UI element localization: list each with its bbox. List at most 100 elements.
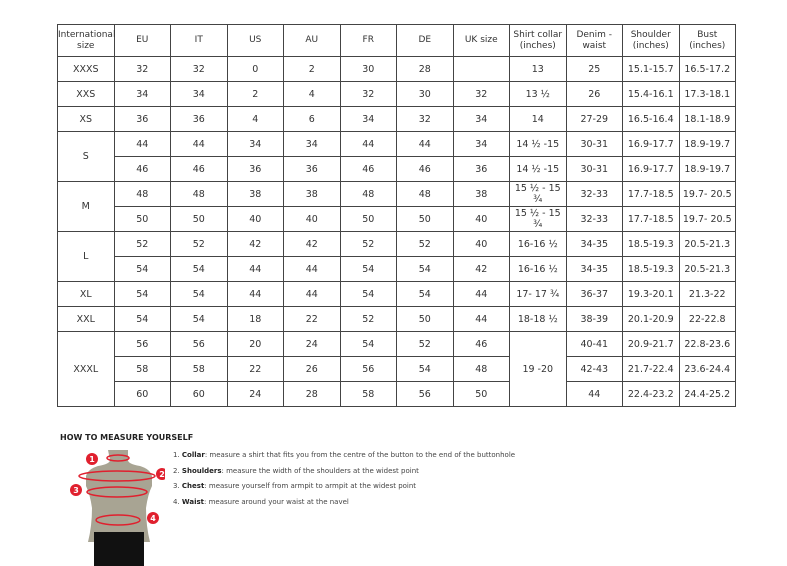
table-cell: 19.3-20.1 <box>622 281 680 307</box>
size-cell: XS <box>57 106 115 132</box>
shorts <box>94 532 144 566</box>
table-cell: 0 <box>226 56 284 82</box>
table-cell: 52 <box>396 331 454 357</box>
table-cell: 4 <box>283 81 341 107</box>
table-row: M 48 48 38 38 48 48 38 15 ½ - 15 ¾ 32-33 17.7-18.5… <box>57 181 736 232</box>
table-cell: 54 <box>396 281 454 307</box>
table-cell: 54 <box>396 356 454 382</box>
table-cell: 22-22.8 <box>678 306 736 332</box>
table-cell: 48 <box>396 181 454 207</box>
table-cell: 50 <box>170 206 228 232</box>
table-cell: 44 <box>452 306 510 332</box>
column-header: Shoulder (inches) <box>622 24 680 57</box>
table-cell <box>452 56 510 82</box>
table-cell: 30 <box>339 56 397 82</box>
table-cell: 18.9-19.7 <box>678 156 736 182</box>
table-row: 46 46 36 36 46 46 36 14 ½ -15 30-31 16.9-17.7 18.9… <box>58 156 736 182</box>
table-cell: 34 <box>283 131 341 157</box>
table-cell: 19 -20 <box>509 331 567 407</box>
table-cell: 18.9-19.7 <box>678 131 736 157</box>
measure-steps: 1. Collar: measure a shirt that fits you… <box>173 451 515 513</box>
table-cell: 38 <box>226 181 284 207</box>
table-cell: 52 <box>170 231 228 257</box>
table-cell: 42 <box>283 231 341 257</box>
table-cell: 21.3-22 <box>678 281 736 307</box>
table-cell: 44 <box>339 131 397 157</box>
table-cell: 48 <box>452 356 510 382</box>
table-cell: 38-39 <box>565 306 623 332</box>
size-cell: XXXS <box>57 56 115 82</box>
table-cell: 27-29 <box>565 106 623 132</box>
table-cell: 36 <box>283 156 341 182</box>
table-row: XXXL 56 56 20 24 54 52 46 19 -20 40-41 20.9-21.7 22… <box>57 331 736 407</box>
table-cell: 20.5-21.3 <box>678 231 736 257</box>
size-cell: M <box>57 181 115 232</box>
table-cell: 28 <box>283 381 341 407</box>
table-cell: 21.7-22.4 <box>622 356 680 382</box>
table-cell: 34-35 <box>565 231 623 257</box>
table-cell: 48 <box>339 181 397 207</box>
table-cell: 19.7- 20.5 <box>678 206 736 232</box>
table-cell: 15.1-15.7 <box>622 56 680 82</box>
table-cell: 25 <box>565 56 623 82</box>
table-cell: 17.7-18.5 <box>622 181 680 207</box>
column-header: FR <box>339 24 397 57</box>
table-row: XL 54 54 44 44 54 54 44 17- 17 ¾ 36-37 19.3-20.1 21… <box>57 281 736 307</box>
table-cell: 36 <box>113 106 171 132</box>
table-cell: 54 <box>113 281 171 307</box>
table-cell: 52 <box>339 306 397 332</box>
table-row: L 52 52 42 42 52 52 40 16-16 ½ 34-35 18.5-19.3 20.5… <box>57 231 736 282</box>
table-cell: 54 <box>170 256 228 282</box>
step-shoulders: 2. Shoulders: measure the width of the s… <box>173 466 419 475</box>
size-cell: XXS <box>57 81 115 107</box>
table-cell: 30 <box>396 81 454 107</box>
table-cell: 14 ½ -15 <box>509 131 567 157</box>
table-cell: 44 <box>283 281 341 307</box>
table-cell: 32 <box>452 81 510 107</box>
table-cell: 15.4-16.1 <box>622 81 680 107</box>
table-row: XXS 34 34 2 4 32 30 32 13 ½ 26 15.4-16.1 17.3-18.1 <box>57 81 736 107</box>
table-cell: 32-33 <box>565 206 623 232</box>
table-cell: 16.5-17.2 <box>678 56 736 82</box>
table-cell: 50 <box>452 381 510 407</box>
table-cell: 54 <box>113 306 171 332</box>
size-cell: XXXL <box>57 331 115 407</box>
table-cell: 36 <box>226 156 284 182</box>
table-cell: 30-31 <box>565 156 623 182</box>
svg-text:2: 2 <box>159 470 165 479</box>
table-cell: 44 <box>452 281 510 307</box>
table-cell: 52 <box>396 231 454 257</box>
table-cell: 36 <box>170 106 228 132</box>
table-cell: 20.1-20.9 <box>622 306 680 332</box>
table-cell: 40-41 <box>565 331 623 357</box>
table-cell: 46 <box>339 156 397 182</box>
table-cell: 34 <box>113 81 171 107</box>
table-cell: 20.9-21.7 <box>622 331 680 357</box>
svg-text:3: 3 <box>73 486 79 495</box>
table-cell: 52 <box>339 231 397 257</box>
table-cell: 58 <box>339 381 397 407</box>
table-cell: 26 <box>565 81 623 107</box>
table-cell: 24 <box>226 381 284 407</box>
table-cell: 46 <box>170 156 228 182</box>
table-cell: 54 <box>113 256 171 282</box>
table-cell: 24 <box>283 331 341 357</box>
step-collar: 1. Collar: measure a shirt that fits you… <box>173 451 516 459</box>
table-cell: 44 <box>170 131 228 157</box>
table-cell: 17- 17 ¾ <box>509 281 567 307</box>
table-row: XXL 54 54 18 22 52 50 44 18-18 ½ 38-39 20.1-20.9 22… <box>57 306 736 332</box>
table-cell: 44 <box>113 131 171 157</box>
table-cell: 22 <box>226 356 284 382</box>
table-cell: 48 <box>170 181 228 207</box>
table-cell: 36-37 <box>565 281 623 307</box>
size-cell: L <box>57 231 115 282</box>
table-cell: 44 <box>396 131 454 157</box>
table-cell: 18.1-18.9 <box>678 106 736 132</box>
table-cell: 16-16 ½ <box>509 256 567 282</box>
table-cell: 34 <box>170 81 228 107</box>
table-cell: 16-16 ½ <box>509 231 567 257</box>
column-header: Shirt collar (inches) <box>509 24 567 57</box>
table-cell: 40 <box>226 206 284 232</box>
table-cell: 6 <box>283 106 341 132</box>
table-cell: 30-31 <box>565 131 623 157</box>
